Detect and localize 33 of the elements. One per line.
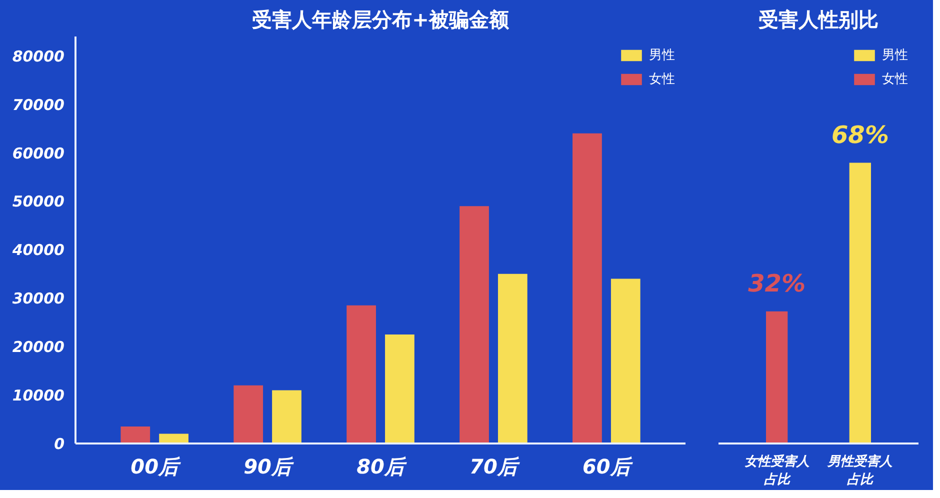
bar bbox=[272, 390, 302, 444]
y-tick-label: 0 bbox=[54, 435, 64, 453]
y-tick-label: 80000 bbox=[12, 47, 64, 66]
x-tick-label: 男性受害人占比 bbox=[826, 454, 893, 488]
data-label: 68% bbox=[831, 120, 889, 149]
x-tick-label: 90后 bbox=[244, 454, 294, 478]
y-tick-label: 20000 bbox=[12, 338, 64, 356]
bar bbox=[460, 206, 489, 444]
y-tick-label: 50000 bbox=[12, 192, 64, 211]
x-tick-label: 60后 bbox=[582, 454, 634, 478]
bar bbox=[234, 385, 264, 444]
legend-label: 男性 bbox=[649, 47, 675, 64]
data-label: 32% bbox=[748, 269, 806, 298]
bar bbox=[346, 305, 376, 444]
x-tick-label: 70后 bbox=[470, 454, 520, 478]
bar bbox=[572, 133, 602, 444]
chart-title: 受害人年龄层分布+被骗金额 bbox=[252, 8, 510, 32]
bar bbox=[120, 426, 150, 444]
y-tick-label: 70000 bbox=[12, 96, 64, 114]
legend-label: 女性 bbox=[882, 71, 908, 88]
x-tick-label: 80后 bbox=[356, 454, 408, 478]
x-tick-label: 00后 bbox=[130, 454, 182, 478]
bar bbox=[498, 274, 528, 444]
y-tick-label: 60000 bbox=[12, 144, 64, 162]
bar bbox=[385, 334, 414, 444]
bar bbox=[610, 278, 640, 444]
legend-label: 女性 bbox=[649, 71, 675, 88]
y-tick-label: 40000 bbox=[11, 241, 64, 260]
legend-label: 男性 bbox=[882, 47, 908, 64]
y-tick-label: 30000 bbox=[12, 290, 64, 308]
y-tick-label: 10000 bbox=[12, 386, 64, 405]
x-tick-label: 女性受害人占比 bbox=[744, 454, 810, 488]
chart-title: 受害人性别比 bbox=[758, 8, 878, 32]
